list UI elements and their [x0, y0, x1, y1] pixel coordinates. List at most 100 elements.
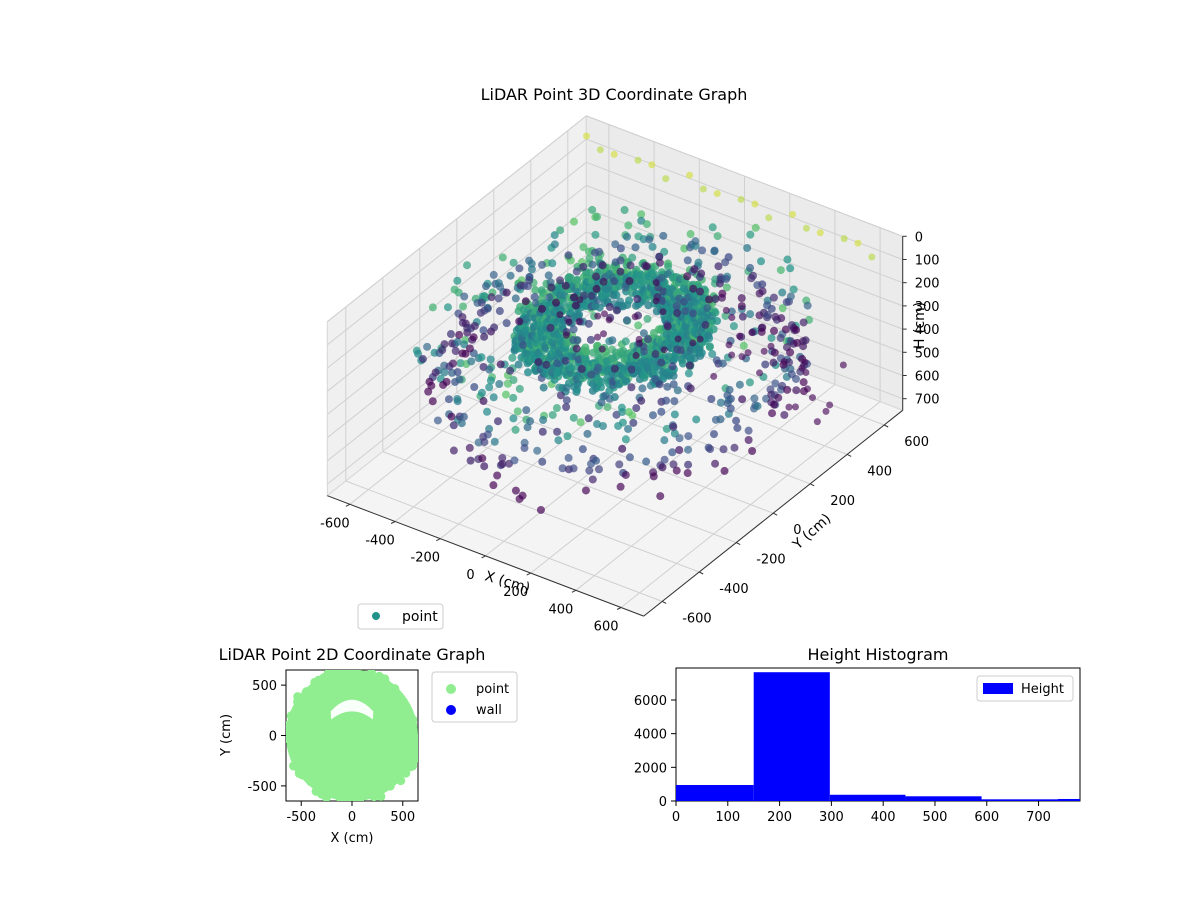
three-d-y-axis-line	[643, 409, 904, 617]
three-d-point	[786, 292, 795, 301]
three-d-point	[801, 336, 810, 345]
three-d-point	[588, 260, 597, 269]
three-d-point	[455, 375, 464, 384]
three-d-point	[713, 190, 721, 198]
three-d-point	[530, 292, 539, 301]
three-d-point	[486, 355, 495, 364]
three-d-point	[716, 398, 725, 407]
three-d-point	[498, 453, 507, 462]
three-d-point	[554, 436, 563, 445]
three-d-point	[753, 402, 762, 411]
three-d-point	[597, 378, 606, 387]
three-d-point	[587, 291, 596, 300]
three-d-point	[808, 394, 816, 402]
three-d-point	[515, 317, 524, 326]
three-d-point	[610, 364, 619, 373]
three-d-point	[525, 276, 534, 285]
three-d-point	[725, 341, 733, 349]
three-d-point	[578, 445, 587, 454]
three-d-point	[739, 341, 748, 350]
three-d-point	[496, 360, 505, 369]
three-d-point	[453, 276, 462, 285]
three-d-x-tick	[345, 503, 351, 507]
two-d-legend-wall-label: wall	[476, 703, 502, 718]
three-d-point	[522, 406, 531, 415]
three-d-legend-box	[357, 603, 444, 630]
three-d-point	[515, 264, 524, 273]
three-d-point	[705, 342, 714, 351]
three-d-point	[428, 303, 437, 312]
three-d-point	[474, 438, 483, 447]
three-d-point	[612, 291, 621, 300]
three-d-point	[561, 356, 570, 365]
three-d-point	[689, 284, 698, 293]
two-d-edge-point	[401, 768, 411, 778]
two-d-edge-point	[374, 786, 384, 796]
three-d-point	[684, 460, 693, 469]
three-d-point	[566, 273, 575, 282]
two-d-edge-point	[385, 682, 395, 692]
three-d-point	[655, 252, 664, 261]
three-d-point	[622, 377, 631, 386]
three-d-point	[485, 365, 494, 374]
three-d-point	[518, 491, 527, 500]
three-d-point	[583, 429, 592, 438]
three-d-point	[718, 359, 727, 368]
three-d-point	[663, 322, 672, 331]
two-d-edge-point	[342, 782, 352, 792]
lidar-3d-chart: LiDAR Point 3D Coordinate Graph -600 -400…	[320, 85, 939, 635]
histogram-x-tick-label: 700	[1026, 810, 1051, 825]
three-d-back-grid-z	[586, 161, 903, 284]
three-d-point	[490, 437, 499, 446]
three-d-point	[562, 396, 571, 405]
three-d-point	[511, 294, 520, 303]
three-d-point	[780, 410, 789, 419]
three-d-point	[433, 416, 442, 425]
three-d-point	[508, 353, 517, 362]
three-d-point	[657, 273, 666, 282]
histogram-legend: Height	[976, 675, 1074, 702]
three-d-point	[551, 298, 560, 307]
two-d-edge-point	[294, 704, 304, 714]
three-d-point	[652, 297, 660, 305]
three-d-point	[738, 395, 747, 404]
histogram-legend-label: Height	[1021, 682, 1064, 697]
three-d-point	[550, 240, 559, 249]
three-d-point	[776, 334, 785, 343]
three-d-point	[531, 299, 540, 308]
three-d-point	[652, 279, 660, 287]
two-d-edge-point	[322, 785, 332, 795]
three-d-point	[725, 385, 734, 394]
three-d-point	[569, 325, 578, 334]
three-d-point	[611, 240, 620, 249]
three-d-x-tick	[571, 589, 577, 593]
three-d-point	[480, 462, 489, 471]
three-d-point	[686, 171, 694, 179]
three-d-point	[648, 242, 657, 251]
three-d-point	[642, 262, 651, 271]
three-d-point	[783, 385, 792, 394]
three-d-x-tick	[526, 572, 531, 576]
three-d-x-tick-label: -400	[365, 534, 395, 549]
three-d-legend-label: point	[402, 609, 438, 625]
three-d-point	[575, 310, 584, 319]
three-d-point	[547, 283, 556, 292]
three-d-point	[538, 288, 547, 297]
two-d-y-tick-label: 500	[252, 679, 277, 694]
three-d-point	[701, 320, 710, 329]
three-d-z-tick-label: 700	[915, 393, 940, 408]
three-d-point	[662, 396, 671, 405]
three-d-point	[582, 348, 591, 357]
three-d-point	[527, 265, 536, 274]
three-d-point	[548, 259, 557, 268]
three-d-point	[584, 414, 593, 423]
three-d-point	[627, 383, 636, 392]
three-d-point	[669, 380, 678, 389]
three-d-point	[799, 378, 808, 387]
three-d-point	[737, 302, 746, 311]
three-d-point	[537, 304, 546, 313]
three-d-point	[531, 286, 540, 295]
three-d-point	[625, 453, 634, 462]
three-d-point	[681, 307, 690, 316]
